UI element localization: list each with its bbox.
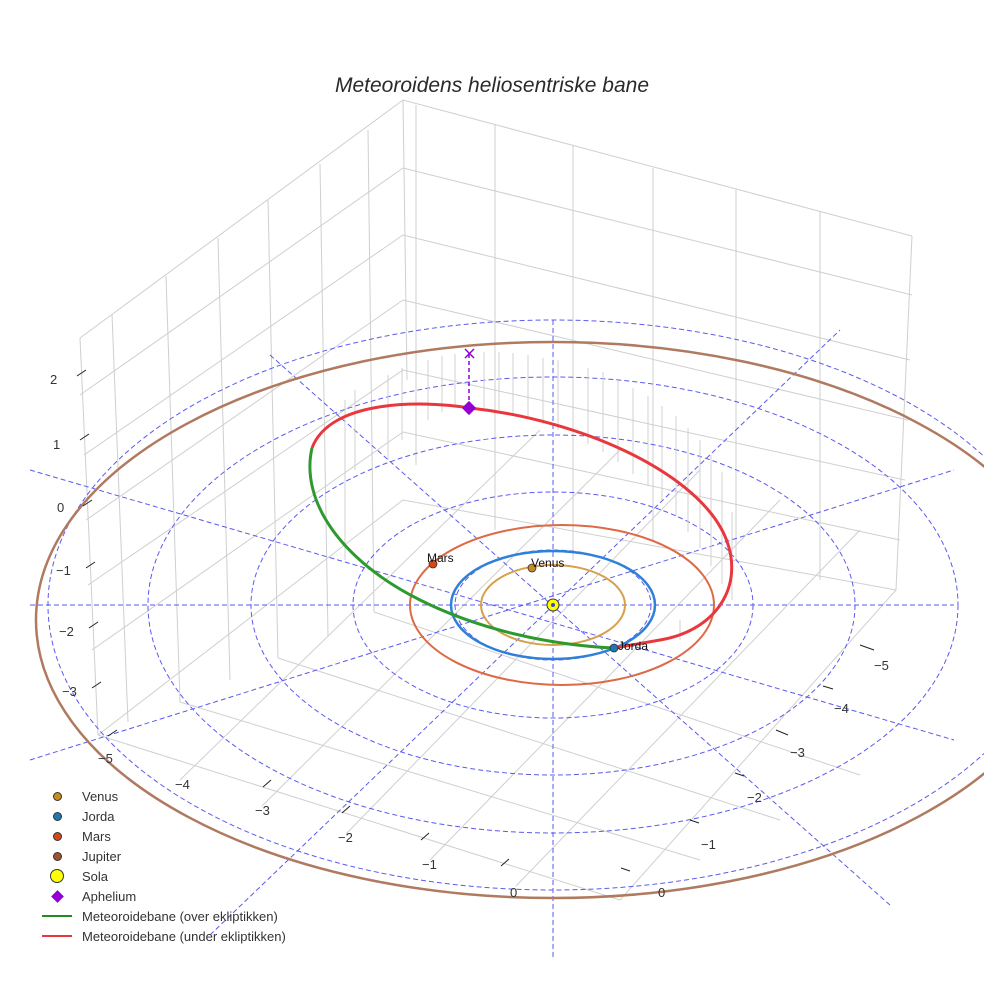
- legend-item-jorda[interactable]: Jorda: [38, 806, 286, 826]
- venus-marker[interactable]: [527, 563, 537, 573]
- z-tick: 2: [50, 372, 57, 387]
- red-line-icon: [42, 935, 72, 937]
- sun-dot-icon: [50, 869, 64, 883]
- jorda-label: Jorda: [618, 639, 648, 653]
- mars-marker[interactable]: [428, 559, 438, 569]
- jupiter-dot-icon: [52, 851, 62, 861]
- diamond-icon: [50, 889, 64, 903]
- droplines: [344, 352, 733, 640]
- sun-center-dot: [551, 603, 555, 607]
- z-tick: −2: [59, 624, 74, 639]
- meteoroid-orbit-under-ecliptic: [310, 402, 734, 650]
- aphelion-projection-x-icon: [464, 348, 475, 359]
- legend-item-jupiter[interactable]: Jupiter: [38, 846, 286, 866]
- x-tick: −1: [422, 857, 437, 872]
- z-tick: −3: [62, 684, 77, 699]
- mars-label: Mars: [427, 551, 454, 565]
- legend-item-orbit-above[interactable]: Meteoroidebane (over ekliptikken): [38, 906, 286, 926]
- mars-dot-icon: [52, 831, 62, 841]
- venus-dot-icon: [52, 791, 62, 801]
- legend-label: Sola: [82, 868, 109, 884]
- x-axis-ticks: −4 −3 −2 −1 0: [175, 777, 517, 900]
- x-tick: −4: [175, 777, 190, 792]
- legend-label: Mars: [82, 828, 111, 844]
- ecliptic-grid: [29, 319, 984, 960]
- y-tick: −5: [874, 658, 889, 673]
- x-tick: −3: [255, 803, 270, 818]
- x-tick: 0: [510, 885, 517, 900]
- legend-item-mars[interactable]: Mars: [38, 826, 286, 846]
- legend-item-venus[interactable]: Venus: [38, 786, 286, 806]
- x-tick: −2: [338, 830, 353, 845]
- mars-orbit: [409, 524, 715, 686]
- green-line-icon: [42, 915, 72, 917]
- jorda-orbit: [449, 549, 657, 661]
- z-tick: −1: [56, 563, 71, 578]
- y-tick: −4: [834, 701, 849, 716]
- venus-label: Venus: [531, 556, 564, 570]
- legend-label: Jupiter: [82, 848, 122, 864]
- z-axis-ticks: 2 1 0 −1 −2 −3 −5: [50, 372, 113, 766]
- legend-item-orbit-below[interactable]: Meteoroidebane (under ekliptikken): [38, 926, 286, 946]
- legend-item-aphelium[interactable]: Aphelium: [38, 886, 286, 906]
- legend-label: Meteoroidebane (under ekliptikken): [82, 928, 286, 944]
- y-tick: −2: [747, 790, 762, 805]
- legend-label: Jorda: [82, 808, 115, 824]
- z-tick: 0: [57, 500, 64, 515]
- tick-marks: [76, 369, 875, 872]
- legend-label: Venus: [82, 788, 119, 804]
- legend-label: Aphelium: [82, 888, 137, 904]
- z-tick: 1: [53, 437, 60, 452]
- aphelion-marker[interactable]: [461, 400, 477, 416]
- y-tick: 0: [658, 885, 665, 900]
- legend: Venus Jorda Mars Jupiter Sola Aphelium M…: [38, 786, 286, 946]
- box-grid: [79, 99, 913, 901]
- y-axis-ticks: −5 −4 −3 −2 −1 0: [658, 658, 889, 900]
- jupiter-orbit: [34, 340, 984, 900]
- legend-label: Meteoroidebane (over ekliptikken): [82, 908, 278, 924]
- chart-title: Meteoroidens heliosentriske bane: [334, 74, 650, 97]
- legend-item-sola[interactable]: Sola: [38, 866, 286, 886]
- y-tick: −3: [790, 745, 805, 760]
- venus-orbit: [480, 564, 626, 646]
- jorda-dot-icon: [52, 811, 62, 821]
- meteoroid-orbit-above-ecliptic: [308, 447, 615, 650]
- y-tick: −1: [701, 837, 716, 852]
- z-tick: −5: [98, 751, 113, 766]
- jorda-marker[interactable]: [609, 643, 619, 653]
